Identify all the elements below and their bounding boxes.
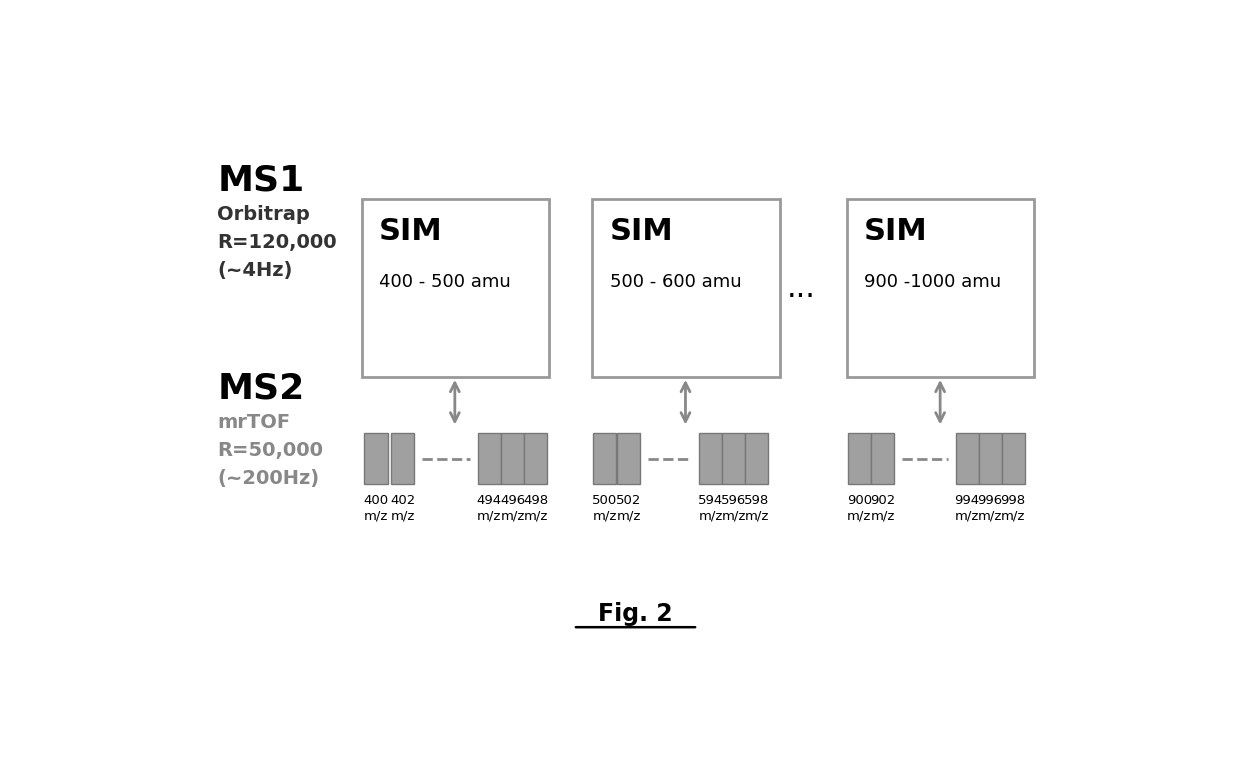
Bar [362, 199, 549, 377]
Text: 994
m/z: 994 m/z [955, 494, 980, 522]
Text: ...: ... [786, 273, 815, 303]
Text: 594
m/z: 594 m/z [698, 494, 723, 522]
Bar [477, 434, 501, 484]
Text: 400 - 500 amu: 400 - 500 amu [379, 273, 511, 291]
Bar [593, 434, 616, 484]
Bar [501, 434, 525, 484]
Text: 598
m/z: 598 m/z [744, 494, 769, 522]
Text: SIM: SIM [610, 217, 673, 246]
Bar [978, 434, 1002, 484]
Text: SIM: SIM [864, 217, 928, 246]
Text: MS1: MS1 [217, 163, 305, 198]
Text: 500
m/z: 500 m/z [593, 494, 618, 522]
Bar [593, 199, 780, 377]
Bar [847, 199, 1034, 377]
Text: Fig. 2: Fig. 2 [598, 602, 673, 626]
Bar [722, 434, 745, 484]
Bar [745, 434, 768, 484]
Bar [956, 434, 978, 484]
Bar [848, 434, 870, 484]
Bar [525, 434, 547, 484]
Text: 400
m/z: 400 m/z [363, 494, 388, 522]
Text: 494
m/z: 494 m/z [477, 494, 502, 522]
Text: 596
m/z: 596 m/z [720, 494, 746, 522]
Text: 500 - 600 amu: 500 - 600 amu [610, 273, 742, 291]
Text: 998
m/z: 998 m/z [1001, 494, 1025, 522]
Text: 502
m/z: 502 m/z [616, 494, 641, 522]
Text: 996
m/z: 996 m/z [977, 494, 1003, 522]
Text: 496
m/z: 496 m/z [500, 494, 525, 522]
Text: 402
m/z: 402 m/z [391, 494, 415, 522]
Text: mrTOF
R=50,000
(~200Hz): mrTOF R=50,000 (~200Hz) [217, 413, 324, 487]
Text: 900 -1000 amu: 900 -1000 amu [864, 273, 1002, 291]
Bar [870, 434, 894, 484]
Text: Orbitrap
R=120,000
(~4Hz): Orbitrap R=120,000 (~4Hz) [217, 205, 337, 280]
Bar [1002, 434, 1024, 484]
Bar [618, 434, 640, 484]
Bar [365, 434, 388, 484]
Text: MS2: MS2 [217, 371, 305, 405]
Text: 900
m/z: 900 m/z [847, 494, 872, 522]
Bar [392, 434, 414, 484]
Bar [699, 434, 722, 484]
Text: 498
m/z: 498 m/z [523, 494, 548, 522]
Text: SIM: SIM [379, 217, 443, 246]
Text: 902
m/z: 902 m/z [869, 494, 895, 522]
